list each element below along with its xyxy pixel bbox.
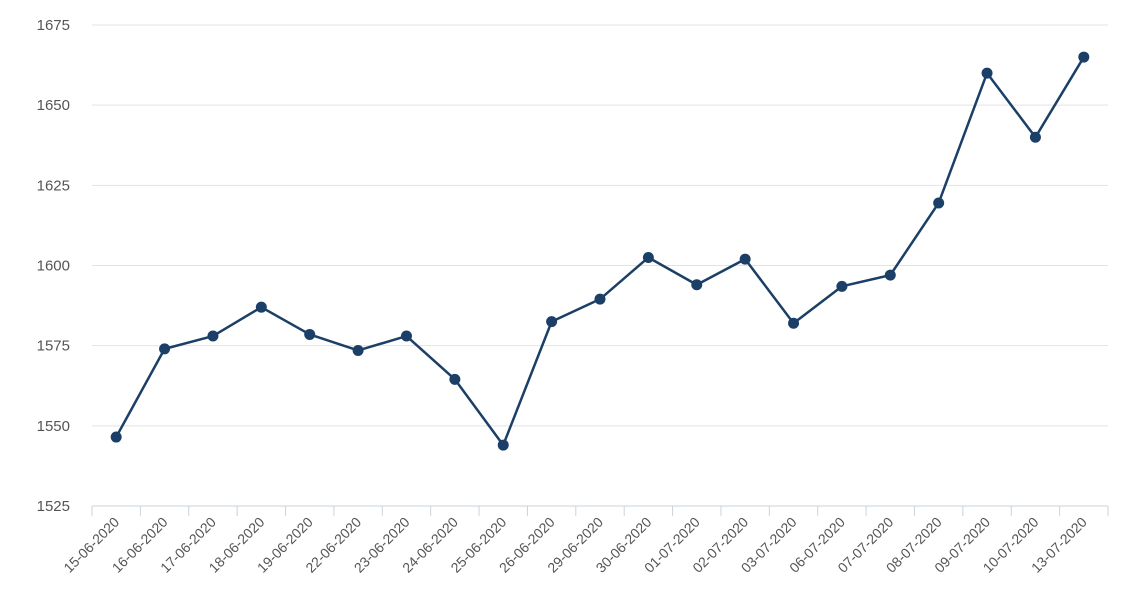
data-point[interactable] — [836, 280, 848, 292]
data-point[interactable] — [497, 439, 509, 451]
y-tick-label: 1525 — [37, 498, 70, 515]
data-point[interactable] — [207, 330, 219, 342]
data-point[interactable] — [159, 343, 171, 355]
y-tick-label: 1575 — [37, 338, 70, 355]
data-point[interactable] — [110, 431, 122, 443]
data-point[interactable] — [1078, 51, 1090, 63]
y-tick-label: 1550 — [37, 418, 70, 435]
data-point[interactable] — [546, 316, 558, 328]
x-axis: 15-06-202016-06-202017-06-202018-06-2020… — [60, 505, 1109, 576]
data-point[interactable] — [933, 197, 945, 209]
data-point[interactable] — [884, 269, 896, 281]
data-point[interactable] — [642, 251, 654, 263]
grid — [92, 24, 1108, 427]
y-tick-label: 1650 — [37, 97, 70, 114]
data-point[interactable] — [400, 330, 412, 342]
data-point[interactable] — [352, 344, 364, 356]
series — [110, 51, 1090, 451]
data-point[interactable] — [691, 279, 703, 291]
data-point[interactable] — [255, 301, 267, 313]
data-point[interactable] — [1029, 131, 1041, 143]
data-point[interactable] — [594, 293, 606, 305]
y-tick-label: 1600 — [37, 258, 70, 275]
data-point[interactable] — [788, 317, 800, 329]
y-axis: 1525 1550 1575 1600 1625 1650 1675 — [37, 17, 70, 515]
y-tick-label: 1625 — [37, 177, 70, 194]
y-tick-label: 1675 — [37, 17, 70, 34]
data-point[interactable] — [981, 67, 993, 79]
data-point[interactable] — [304, 328, 316, 340]
data-point[interactable] — [739, 253, 751, 265]
series-line — [114, 55, 1086, 447]
data-point[interactable] — [449, 373, 461, 385]
